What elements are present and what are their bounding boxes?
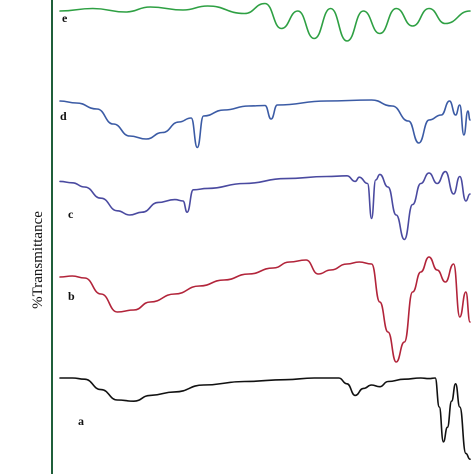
spectrum-line-e <box>59 2 471 42</box>
spectrum-line-a <box>59 377 471 460</box>
spectra-traces <box>59 2 471 460</box>
trace-labels: e d c b a <box>60 11 84 428</box>
series-label-a: a <box>78 414 84 428</box>
series-label-c: c <box>68 207 74 221</box>
spectrum-line-b <box>59 256 471 363</box>
series-label-b: b <box>68 289 75 303</box>
spectrum-line-d <box>59 99 471 149</box>
y-axis-label: %Transmittance <box>30 211 46 309</box>
spectrum-line-c <box>59 170 471 241</box>
series-label-d: d <box>60 109 67 123</box>
series-label-e: e <box>62 11 68 25</box>
